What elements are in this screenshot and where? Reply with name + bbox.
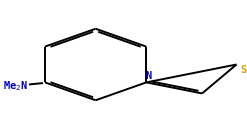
- Text: S: S: [240, 65, 247, 75]
- Text: N: N: [145, 71, 151, 81]
- Text: Me$_2$N: Me$_2$N: [2, 79, 28, 93]
